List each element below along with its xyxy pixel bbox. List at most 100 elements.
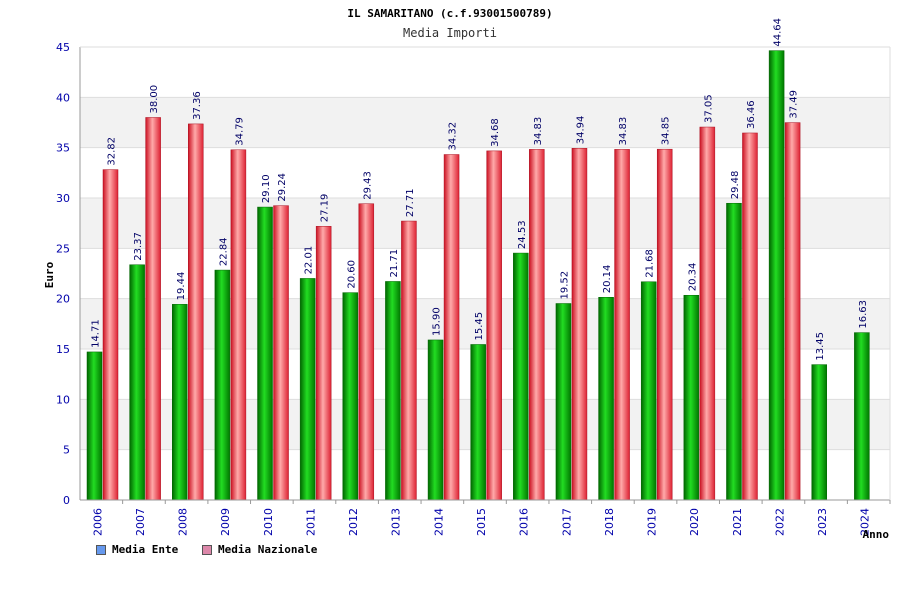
x-tick-label: 2016 — [518, 508, 531, 536]
x-tick-label: 2015 — [475, 508, 488, 536]
x-tick-label: 2024 — [859, 508, 872, 536]
bar-ente — [214, 269, 231, 501]
bar-ente — [640, 281, 657, 501]
bar-nazionale — [401, 220, 417, 501]
chart-title: IL SAMARITANO (c.f.93001500789) — [347, 7, 552, 20]
x-tick-label: 2019 — [646, 508, 659, 536]
bar-nazionale — [529, 149, 545, 501]
bar-ente — [555, 303, 572, 501]
x-tick-label: 2014 — [432, 508, 445, 536]
y-tick-label: 40 — [56, 91, 70, 104]
bar-nazionale — [102, 169, 119, 501]
data-label: 29.43 — [362, 171, 373, 200]
x-tick-label: 2023 — [816, 508, 829, 536]
bar-ente — [257, 206, 273, 501]
x-tick-label: 2006 — [91, 508, 104, 536]
legend-label-ente: Media Ente — [112, 543, 179, 556]
data-label: 13.45 — [815, 332, 826, 361]
data-label: 38.00 — [149, 85, 160, 114]
data-label: 14.71 — [91, 319, 102, 348]
y-tick-label: 45 — [56, 41, 70, 54]
axes: 0 5 10 15 20 25 30 35 40 45 2006 2007 2008 2009 2010 20… — [56, 41, 891, 536]
data-label: 34.68 — [490, 118, 501, 147]
bar-nazionale — [443, 154, 460, 501]
y-tick-label: 15 — [56, 343, 70, 356]
data-label: 34.94 — [575, 116, 586, 145]
bar-ente — [513, 252, 529, 501]
bar-nazionale — [656, 148, 673, 501]
bar-nazionale — [614, 149, 630, 501]
data-label: 44.64 — [773, 18, 784, 47]
bar-ente — [342, 292, 359, 501]
bars — [86, 50, 870, 501]
data-label: 21.68 — [645, 249, 656, 278]
chart-subtitle: Media Importi — [403, 26, 497, 40]
bar-nazionale — [315, 226, 332, 501]
bar-nazionale — [273, 205, 289, 501]
bar-ente — [299, 278, 316, 501]
data-label: 37.36 — [192, 91, 203, 120]
bar-nazionale — [486, 150, 502, 501]
data-label: 29.24 — [277, 173, 288, 202]
bar-nazionale — [742, 132, 758, 501]
data-label: 22.01 — [304, 246, 315, 275]
x-tick-label: 2017 — [560, 508, 573, 536]
data-label: 34.85 — [661, 117, 672, 146]
data-label: 36.46 — [746, 100, 757, 129]
legend-swatch-ente — [96, 544, 106, 555]
x-tick-label: 2021 — [731, 508, 744, 536]
bar-ente — [811, 364, 827, 501]
bar-ente — [726, 202, 742, 501]
data-label: 32.82 — [107, 137, 118, 166]
data-label: 21.71 — [389, 249, 400, 278]
data-label: 15.45 — [474, 312, 485, 341]
y-tick-label: 0 — [63, 494, 70, 507]
data-label: 34.83 — [533, 117, 544, 146]
data-label: 20.34 — [687, 263, 698, 292]
x-tick-label: 2011 — [304, 508, 317, 536]
y-tick-label: 30 — [56, 192, 70, 205]
y-tick-label: 25 — [56, 242, 70, 255]
data-labels: 14.71 32.82 23.37 38.00 19.44 37.36 22.84 34.79… — [91, 18, 869, 361]
data-label: 19.44 — [176, 272, 187, 301]
data-label: 37.05 — [703, 94, 714, 123]
bar-ente — [385, 281, 401, 501]
x-tick-label: 2012 — [347, 508, 360, 536]
bar-ente — [129, 264, 145, 501]
x-tick-label: 2013 — [390, 508, 403, 536]
legend-swatch-nazionale — [202, 544, 212, 555]
data-label: 15.90 — [432, 307, 443, 336]
data-label: 20.60 — [346, 260, 357, 289]
bar-nazionale — [188, 123, 204, 501]
x-axis-label: Anno — [863, 528, 890, 541]
y-tick-label: 5 — [63, 444, 70, 457]
x-tick-label: 2008 — [177, 508, 190, 536]
bar-ente — [86, 351, 103, 501]
bar-ente — [427, 339, 444, 501]
bar-nazionale — [230, 149, 247, 501]
x-tick-label: 2009 — [219, 508, 232, 536]
x-tick-label: 2010 — [262, 508, 275, 536]
x-tick-label: 2007 — [134, 508, 147, 536]
x-tick-label: 2020 — [688, 508, 701, 536]
y-tick-label: 35 — [56, 142, 70, 155]
legend-item-nazionale: Media Nazionale — [202, 543, 317, 556]
data-label: 19.52 — [559, 271, 570, 300]
data-label: 34.32 — [448, 122, 459, 151]
data-label: 27.19 — [320, 194, 331, 223]
bar-ente — [470, 344, 486, 501]
data-label: 20.14 — [602, 265, 613, 294]
data-label: 23.37 — [133, 232, 144, 261]
y-tick-label: 20 — [56, 293, 70, 306]
bar-ente — [854, 332, 870, 501]
bar-nazionale — [699, 126, 716, 501]
bar-nazionale — [784, 122, 801, 501]
bar-nazionale — [358, 203, 375, 501]
bar-ente — [598, 297, 614, 501]
legend-label-nazionale: Media Nazionale — [218, 543, 318, 556]
data-label: 34.83 — [618, 117, 629, 146]
data-label: 22.84 — [218, 237, 229, 266]
data-label: 29.48 — [730, 171, 741, 200]
data-label: 24.53 — [517, 220, 528, 249]
